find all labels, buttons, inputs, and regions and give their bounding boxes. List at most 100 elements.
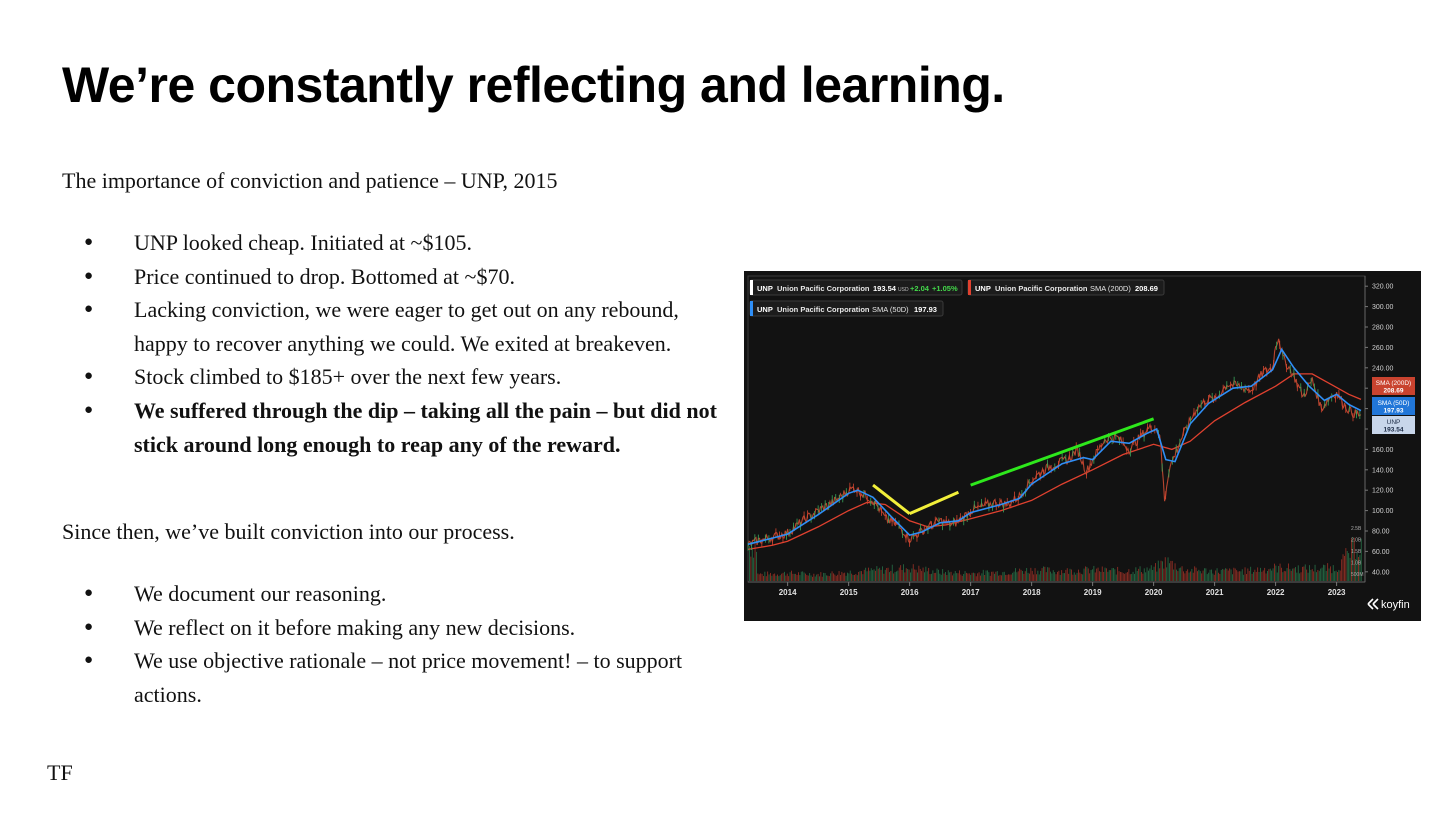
y-tick-label: 240.00	[1372, 365, 1394, 372]
volume-bar	[754, 543, 756, 581]
legend-change: +2.04	[910, 284, 930, 293]
volume-bar	[1052, 570, 1054, 581]
bullet-dot-icon: ●	[84, 267, 94, 284]
volume-tick-label: 1.0B	[1351, 561, 1362, 567]
volume-bar	[771, 575, 773, 581]
volume-bar	[1076, 572, 1078, 581]
volume-bar	[1306, 569, 1308, 581]
volume-tick-label: 2.0B	[1351, 538, 1362, 544]
volume-bar	[1087, 568, 1089, 581]
volume-bar	[775, 575, 777, 581]
volume-tick-labels: 2.5B 2.0B 1.5B 1.0B 500M	[1351, 526, 1364, 578]
volume-bar	[772, 574, 774, 581]
volume-bar	[1141, 572, 1142, 581]
volume-bar	[1017, 571, 1019, 581]
volume-bar	[1215, 570, 1217, 581]
volume-bar	[1008, 574, 1009, 581]
volume-bar	[1058, 570, 1060, 581]
y-tick-label: 320.00	[1372, 284, 1394, 291]
volume-bar	[1195, 567, 1197, 581]
volume-bar	[1229, 568, 1231, 581]
volume-bar	[905, 568, 907, 581]
volume-bar	[1236, 570, 1238, 581]
volume-bar	[798, 572, 799, 581]
volume-bar	[987, 570, 988, 581]
volume-bar	[1321, 567, 1323, 581]
volume-bar	[1222, 568, 1224, 581]
volume-bar	[819, 576, 820, 581]
volume-bar	[1048, 567, 1050, 581]
volume-bar	[855, 574, 857, 581]
volume-bar	[777, 574, 778, 581]
volume-bar	[844, 572, 846, 581]
volume-bar	[1248, 570, 1250, 581]
volume-bar	[1348, 553, 1350, 581]
volume-bar	[1157, 560, 1159, 581]
volume-bar	[1234, 568, 1236, 581]
volume-bar	[1013, 571, 1015, 581]
volume-bar	[1156, 571, 1158, 581]
bullet-story-5: ● We suffered through the dip – taking al…	[80, 394, 730, 461]
volume-bar	[1276, 572, 1278, 581]
bullet-story-1: ● UNP looked cheap. Initiated at ~$105.	[80, 226, 730, 260]
volume-bar	[854, 574, 855, 581]
bullet-dot-icon: ●	[84, 401, 94, 418]
legend-sma50-label: SMA (50D)	[872, 305, 909, 314]
volume-bar	[1183, 571, 1184, 581]
volume-bar	[1097, 567, 1099, 581]
volume-bar	[893, 573, 895, 581]
brand-name: koyfin	[1381, 599, 1410, 611]
legend-chip-sma50-marker	[750, 301, 753, 316]
volume-bar	[1205, 568, 1207, 581]
volume-bar	[805, 573, 806, 581]
volume-bar	[939, 573, 941, 581]
volume-bar	[761, 573, 763, 581]
volume-bar	[1010, 574, 1012, 581]
volume-bar	[849, 570, 851, 581]
volume-bar	[753, 557, 755, 581]
legend-ticker-2: UNP	[975, 284, 991, 293]
volume-bar	[1337, 572, 1338, 581]
volume-bar	[1199, 571, 1201, 581]
bullet-process-3: ● We use objective rationale – not price …	[80, 644, 730, 711]
volume-bar	[1253, 572, 1254, 581]
volume-bar	[1204, 568, 1205, 581]
volume-bar	[908, 569, 910, 581]
volume-bar	[1213, 574, 1215, 581]
volume-bar	[1118, 571, 1120, 581]
x-tick-label: 2019	[1084, 588, 1102, 597]
volume-bar	[863, 569, 865, 581]
x-tick-label: 2018	[1023, 588, 1041, 597]
volume-bar	[809, 573, 811, 581]
volume-bar	[1124, 573, 1126, 581]
volume-bar	[1223, 569, 1225, 581]
bullet-story-3: ● Lacking conviction, we were eager to ge…	[80, 293, 730, 360]
volume-bar	[1029, 573, 1030, 581]
volume-bar	[1139, 566, 1141, 581]
volume-bar	[1233, 567, 1235, 581]
volume-bar	[959, 570, 960, 581]
price-line	[747, 338, 1362, 547]
volume-bar	[896, 571, 897, 581]
volume-bar	[1146, 567, 1148, 581]
volume-bar	[1065, 569, 1067, 581]
volume-bar	[1101, 566, 1103, 581]
bullet-story-text: Price continued to drop. Bottomed at ~$7…	[134, 263, 515, 289]
volume-bar	[1225, 568, 1226, 581]
volume-bar	[1108, 570, 1110, 581]
bullet-story-4: ● Stock climbed to $185+ over the next fe…	[80, 360, 730, 394]
volume-bar	[910, 572, 911, 581]
volume-bar	[1316, 572, 1317, 581]
legend-chip-sma200: UNP Union Pacific Corporation SMA (200D)…	[967, 279, 1165, 296]
volume-bar	[1254, 569, 1256, 581]
volume-bar	[1036, 574, 1037, 581]
volume-bar	[1043, 566, 1044, 581]
volume-bar	[978, 572, 980, 581]
volume-bar	[1261, 571, 1263, 581]
volume-bar	[883, 573, 885, 581]
x-tick-label: 2017	[962, 588, 980, 597]
volume-bar	[1281, 567, 1282, 581]
volume-bar	[1110, 570, 1112, 581]
volume-bar	[875, 570, 876, 581]
volume-bar	[1197, 571, 1198, 581]
